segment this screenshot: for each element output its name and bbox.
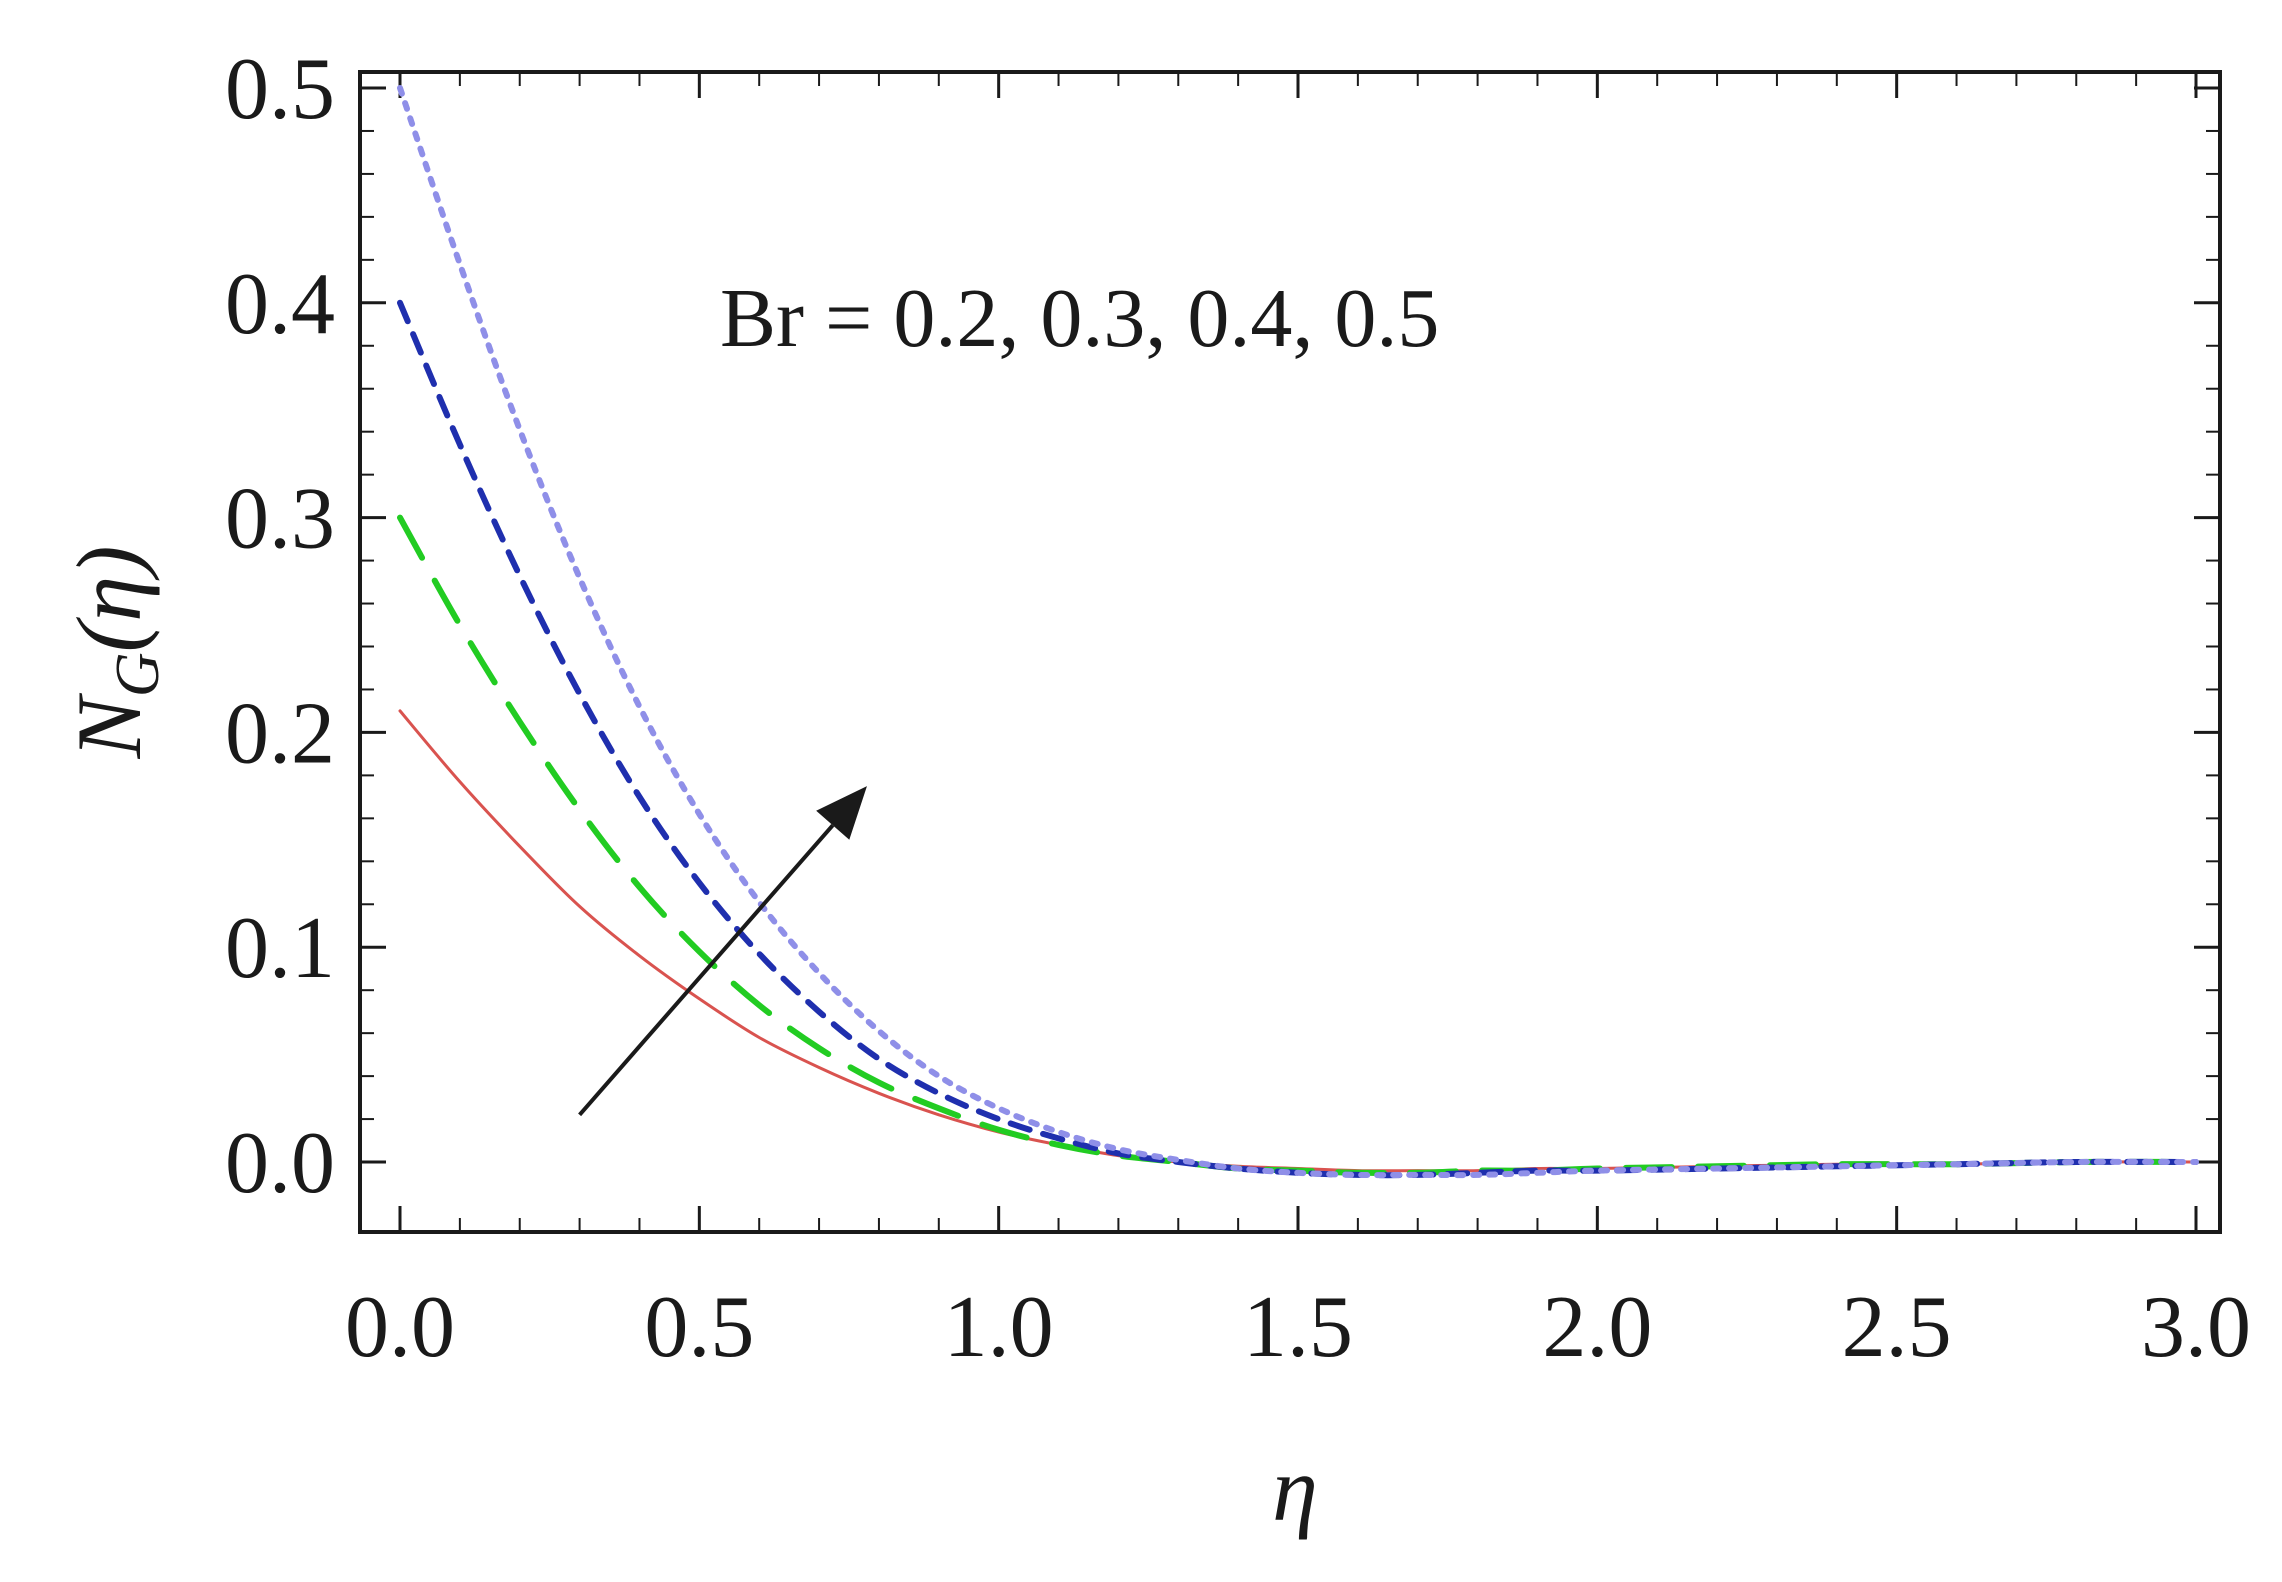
x-tick-label: 1.0 [944,1279,1054,1376]
series-line-br-0.5 [397,85,2199,1179]
tick-labels: 0.0 0.5 1.0 1.5 2.0 2.5 3.0 0.0 0.1 0.2 0.3 0.4 0.5 [225,41,2251,1376]
y-tick-label: 0.0 [225,1115,335,1212]
x-tick-label: 0.0 [345,1279,455,1376]
y-tick-label: 0.2 [225,685,335,782]
x-tick-label: 2.5 [1842,1279,1952,1376]
x-tick-label: 1.5 [1243,1279,1353,1376]
x-tick-label: 0.5 [644,1279,754,1376]
y-axis-title-subscript: G [104,652,172,697]
x-tick-label: 3.0 [2141,1279,2251,1376]
y-axis-title: NG(η) [58,545,172,759]
series-line-br-0.4 [397,299,2199,1179]
y-tick-label: 0.3 [225,471,335,568]
x-axis-title: η [1272,1438,1318,1540]
y-axis-title-argument: (η) [58,545,160,652]
annotation-arrow-group [578,786,867,1117]
series-line-br-0.3 [397,514,2199,1177]
series-layer [397,85,2199,1179]
y-axis-title-main: N [58,693,160,760]
y-tick-label: 0.1 [225,900,335,997]
plot-frame [358,70,2222,1234]
x-tick-label: 2.0 [1542,1279,1652,1376]
annotation-arrow-shaft [578,823,835,1117]
annotation-arrow-head [816,786,867,840]
annotation-text: Br = 0.2, 0.3, 0.4, 0.5 [720,272,1439,365]
y-tick-label: 0.4 [225,256,335,353]
tick-marks [360,72,2220,1232]
y-tick-label: 0.5 [225,41,335,138]
